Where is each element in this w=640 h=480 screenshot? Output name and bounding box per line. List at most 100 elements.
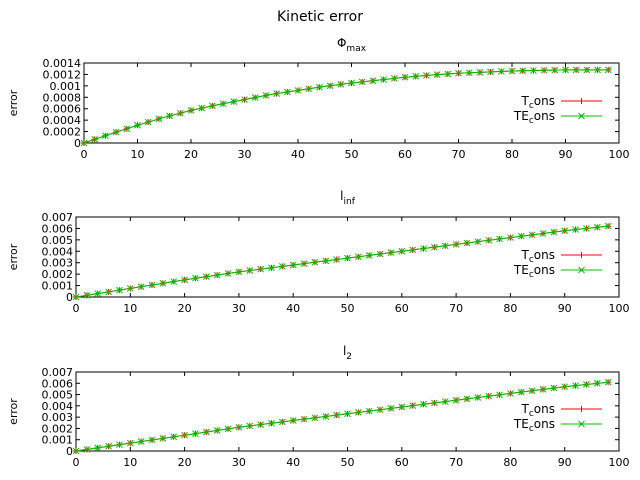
- series-point-tecons-d2: [528, 387, 536, 395]
- series-point-tecons-d2: [235, 268, 243, 276]
- x-tick-label: 40: [291, 148, 305, 161]
- series-point-tecons: [198, 104, 206, 112]
- x-tick-label: 50: [341, 456, 355, 469]
- series-point-tecons-d2: [91, 135, 99, 143]
- series-point-tecons: [268, 419, 275, 427]
- y-tick-label: 0.005: [42, 234, 74, 247]
- series-point-tecons: [192, 430, 199, 437]
- series-point-tecons: [561, 227, 569, 235]
- series-point-tecons: [134, 121, 141, 129]
- series-point-tecons-d2: [273, 90, 280, 97]
- series-point-tecons-d2: [278, 418, 286, 426]
- series-point-tecons: [412, 73, 420, 80]
- series-point-tecons-d2: [72, 447, 80, 455]
- legend-label-main: T: [521, 402, 530, 416]
- series-point-tecons: [380, 76, 387, 83]
- series-point-tecons-d2: [83, 291, 91, 299]
- series-point-tecons: [230, 98, 238, 105]
- legend-label-suffix: ons: [534, 263, 555, 277]
- legend-label-subscript: c: [529, 101, 534, 111]
- series-point-tecons-d2: [148, 436, 156, 444]
- series-point-tecons-d2: [94, 290, 102, 297]
- series-point-tecons: [311, 258, 319, 266]
- chart-title-main: l: [343, 344, 346, 358]
- chart-l-2: l2 error 0 10 20 30 40 50 60 70 80 90 10000.0010.0…: [7, 344, 630, 469]
- series-point-tecons-d2: [604, 66, 612, 74]
- series-point-tecons-d2: [517, 388, 525, 396]
- series-point-tecons: [441, 398, 449, 405]
- series-point-tecons-d2: [444, 70, 452, 78]
- series-point-tecons: [376, 406, 384, 414]
- series-point-tecons-d2: [409, 246, 417, 254]
- y-tick-label: 0.003: [42, 411, 74, 424]
- series-point-tecons-d2: [594, 66, 601, 74]
- series-point-tecons: [539, 386, 547, 393]
- y-tick-label: 0.006: [42, 377, 74, 390]
- chart-title: linf: [340, 189, 356, 207]
- series-point-tecons: [159, 279, 167, 287]
- series-point-tecons-d2: [376, 406, 384, 414]
- x-tick-label: 80: [505, 148, 519, 161]
- series-point-tecons: [528, 387, 536, 395]
- series-point-tecons-d2: [465, 69, 473, 77]
- series-point-tecons: [273, 90, 280, 97]
- series-point-tecons-d2: [540, 66, 548, 74]
- x-tick-label: 70: [452, 148, 466, 161]
- series-point-tecons: [148, 436, 156, 444]
- y-tick-label: 0.001: [42, 434, 74, 447]
- legend-label-subscript: c: [529, 424, 534, 434]
- series-point-tecons: [224, 270, 232, 277]
- series-point-tecons: [508, 67, 516, 75]
- series-point-tecons-d2: [289, 417, 297, 424]
- series-point-tecons: [409, 402, 417, 409]
- series-point-tecons-d2: [159, 279, 167, 287]
- series-point-tecons: [390, 75, 398, 82]
- x-tick-label: 90: [558, 456, 572, 469]
- series-point-tecons-d2: [530, 67, 537, 74]
- series-point-tecons-d2: [80, 139, 88, 147]
- series-point-tecons-d2: [257, 265, 264, 273]
- y-tick-label: 0.0004: [43, 114, 82, 127]
- series-point-tecons-d2: [583, 225, 590, 232]
- series-point-tecons: [452, 241, 460, 248]
- series-point-tecons-d2: [241, 96, 248, 103]
- series-point-tecons-d2: [431, 399, 438, 407]
- series-point-tecons: [83, 291, 91, 299]
- series-point-tecons-d2: [572, 226, 579, 233]
- series-point-tecons: [209, 102, 216, 110]
- series-point-tecons: [305, 85, 313, 93]
- x-tick-label: 20: [184, 148, 198, 161]
- series-point-tecons: [235, 423, 243, 431]
- series-point-tecons-d2: [476, 69, 484, 76]
- series-point-tecons: [507, 390, 514, 397]
- series-point-tecons: [433, 71, 441, 79]
- x-tick-label: 60: [395, 302, 409, 315]
- series-point-tecons: [294, 87, 302, 94]
- x-tick-label: 60: [398, 148, 412, 161]
- series-point-tecons-d2: [137, 283, 145, 291]
- series-point-tecons: [420, 245, 427, 252]
- series-point-tecons: [496, 391, 503, 399]
- series-point-tecons: [485, 236, 493, 244]
- series-point-tecons-d2: [326, 82, 334, 90]
- series-point-tecons-d2: [337, 81, 345, 88]
- series-point-tecons-d2: [123, 125, 131, 133]
- series-point-tecons: [452, 396, 460, 404]
- series-point-tecons: [409, 246, 417, 254]
- series-point-tecons-d2: [583, 381, 590, 388]
- series-point-tecons: [387, 249, 395, 257]
- y-tick-label: 0.007: [42, 366, 74, 379]
- series-point-tecons-d2: [561, 227, 569, 235]
- legend-label-suffix: ons: [534, 402, 555, 416]
- series-point-tecons: [593, 223, 601, 231]
- series-point-tecons-d2: [344, 254, 351, 262]
- series-point-tecons: [401, 73, 409, 81]
- chart-title: Φmax: [337, 36, 367, 54]
- series-point-tecons-d2: [508, 67, 516, 75]
- series-point-tecons-d2: [300, 415, 308, 423]
- series-point-tecons: [604, 378, 612, 386]
- legend-label-main: TE: [513, 109, 529, 123]
- x-tick-label: 90: [559, 148, 573, 161]
- series-point-tecons-d2: [519, 67, 527, 75]
- series-point-tecons-d2: [550, 228, 558, 236]
